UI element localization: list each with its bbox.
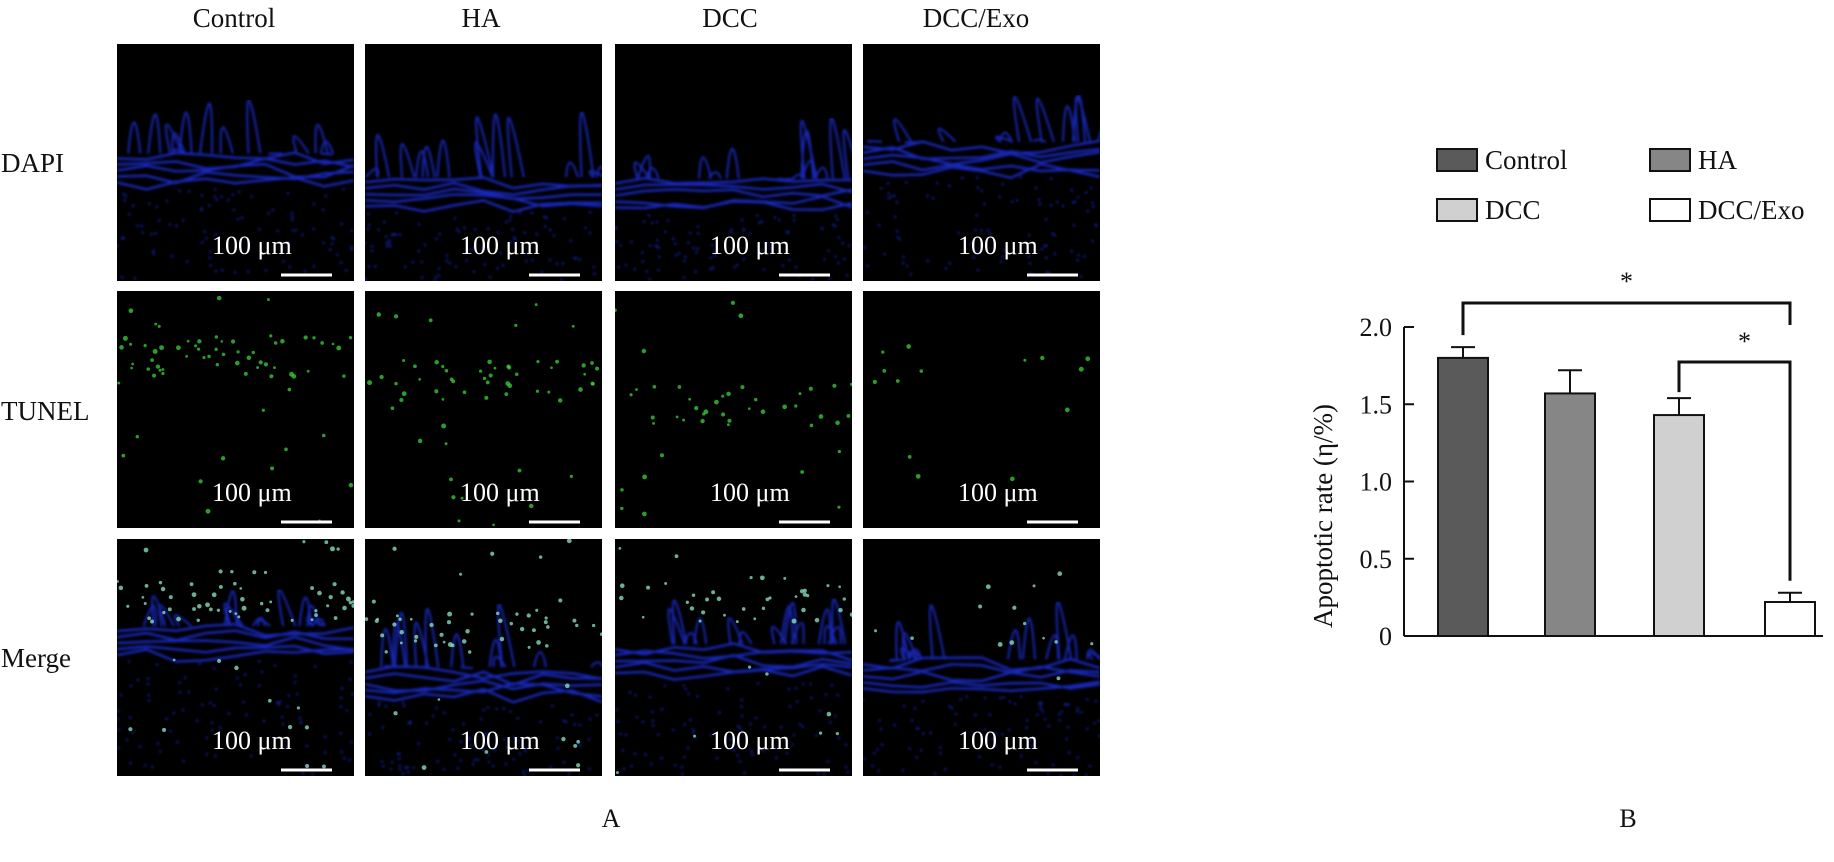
scale-bar-label: 100 μm	[710, 231, 790, 260]
y-tick-label: 0	[1379, 622, 1392, 651]
scale-bar-label: 100 μm	[710, 478, 790, 507]
legend-label: DCC	[1485, 195, 1541, 225]
scale-bar-label: 100 μm	[212, 726, 292, 755]
significance-brackets: **	[1461, 267, 1792, 581]
bar-ha	[1544, 392, 1596, 637]
legend-label: DCC/Exo	[1698, 195, 1805, 225]
micrograph-dapi-control: 100 μm	[117, 44, 354, 281]
row-label-tunel: TUNEL	[1, 396, 89, 426]
error-bar-dcc	[1667, 397, 1691, 416]
micrograph-merge-dcc-exo: 100 μm	[863, 539, 1100, 776]
micrograph-merge-ha: 100 μm	[365, 539, 602, 776]
legend-label: HA	[1698, 145, 1737, 175]
micrograph-dapi-dcc: 100 μm	[615, 44, 852, 281]
micrograph-dapi-dcc-exo: 100 μm	[863, 44, 1100, 281]
micrograph-dapi-ha: 100 μm	[365, 44, 602, 281]
scale-bar-label: 100 μm	[460, 478, 540, 507]
error-bar-dcc-exo	[1778, 591, 1802, 603]
micrograph-tunel-dcc-exo: 100 μm	[863, 291, 1100, 528]
bars	[1437, 346, 1816, 638]
error-bar-ha	[1558, 369, 1582, 394]
significance-star: *	[1738, 327, 1751, 356]
micrograph-tunel-dcc: 100 μm	[615, 291, 852, 528]
scale-bar-label: 100 μm	[710, 726, 790, 755]
legend-item-control: Control	[1436, 145, 1568, 175]
legend-swatch	[1649, 198, 1691, 222]
scale-bar-label: 100 μm	[212, 478, 292, 507]
panel-b-bar-chart: Control HA DCC DCC/Exo 0 0.5 1.0 1.5 2.0 Apopto…	[1308, 145, 1823, 833]
column-label-dcc: DCC	[702, 3, 758, 33]
row-label-dapi: DAPI	[1, 148, 64, 178]
panel-a-label: A	[602, 804, 621, 833]
row-label-merge: Merge	[1, 643, 71, 673]
scale-bar-label: 100 μm	[460, 726, 540, 755]
scale-bar-label: 100 μm	[958, 231, 1038, 260]
scale-bar-label: 100 μm	[958, 478, 1038, 507]
panel-a-micrographs: Control HA DCC DCC/Exo DAPI TUNEL Merge …	[1, 3, 1100, 833]
scale-bar-label: 100 μm	[958, 726, 1038, 755]
bar-dcc	[1653, 414, 1705, 637]
legend-swatch	[1436, 148, 1478, 172]
y-tick-label: 1.5	[1360, 390, 1393, 419]
bar-dcc-exo	[1764, 601, 1816, 638]
micrograph-merge-control: 100 μm	[117, 539, 354, 776]
micrograph-grid: 100 μm 100 μm 100 μm 100 μm 100 μm 100 μm 100 …	[117, 44, 1100, 776]
micrograph-tunel-control: 100 μm	[117, 291, 354, 528]
scale-bar-label: 100 μm	[460, 231, 540, 260]
y-tick-label: 1.0	[1360, 468, 1393, 497]
y-axis-label: Apoptotic rate (η/%)	[1308, 404, 1338, 628]
legend-swatch	[1436, 198, 1478, 222]
error-bar-control	[1451, 346, 1475, 358]
significance-star: *	[1620, 267, 1633, 296]
legend-item-dcc-exo: DCC/Exo	[1649, 195, 1805, 225]
chart-legend: Control HA DCC DCC/Exo	[1436, 145, 1805, 225]
legend-label: Control	[1485, 145, 1568, 175]
y-tick-label: 0.5	[1360, 545, 1393, 574]
significance-bracket-dcc-vs-dcc-exo: *	[1677, 327, 1792, 581]
micrograph-merge-dcc: 100 μm	[615, 539, 852, 776]
column-label-control: Control	[193, 3, 276, 33]
column-label-ha: HA	[462, 3, 501, 33]
legend-swatch	[1649, 148, 1691, 172]
panel-b-label: B	[1619, 804, 1636, 833]
significance-bracket-control-vs-dcc-exo: *	[1461, 267, 1792, 336]
y-tick-label: 2.0	[1360, 313, 1393, 342]
legend-item-ha: HA	[1649, 145, 1737, 175]
scale-bar-label: 100 μm	[212, 231, 292, 260]
legend-item-dcc: DCC	[1436, 195, 1541, 225]
bar-control	[1437, 356, 1489, 637]
column-label-dcc-exo: DCC/Exo	[923, 3, 1030, 33]
micrograph-tunel-ha: 100 μm	[365, 291, 602, 528]
